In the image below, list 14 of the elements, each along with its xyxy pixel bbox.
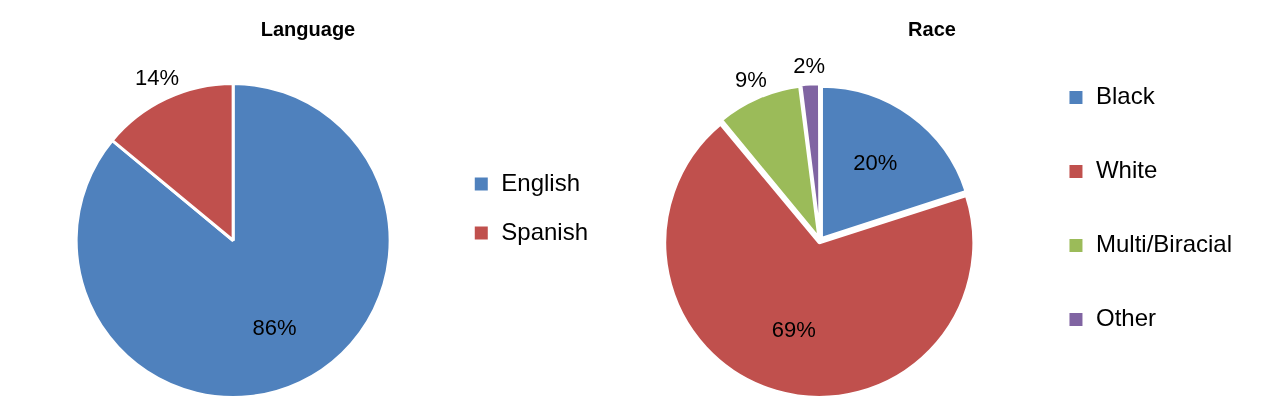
legend-label: White xyxy=(1095,156,1158,184)
legend-label: English xyxy=(501,168,580,196)
legend-label: Spanish xyxy=(501,217,588,245)
data-label: 2% xyxy=(793,52,825,78)
legend-label: Multi/Biracial xyxy=(1095,230,1232,258)
chart-title: Race xyxy=(908,17,956,40)
legend-label: Black xyxy=(1095,82,1156,110)
data-label: 69% xyxy=(771,317,816,343)
chart-title: Language xyxy=(260,17,356,40)
data-label: 86% xyxy=(252,314,297,340)
data-label: 14% xyxy=(134,64,179,90)
data-label: 20% xyxy=(853,150,898,176)
data-label: 9% xyxy=(734,66,767,92)
legend-label: Other xyxy=(1095,304,1156,332)
